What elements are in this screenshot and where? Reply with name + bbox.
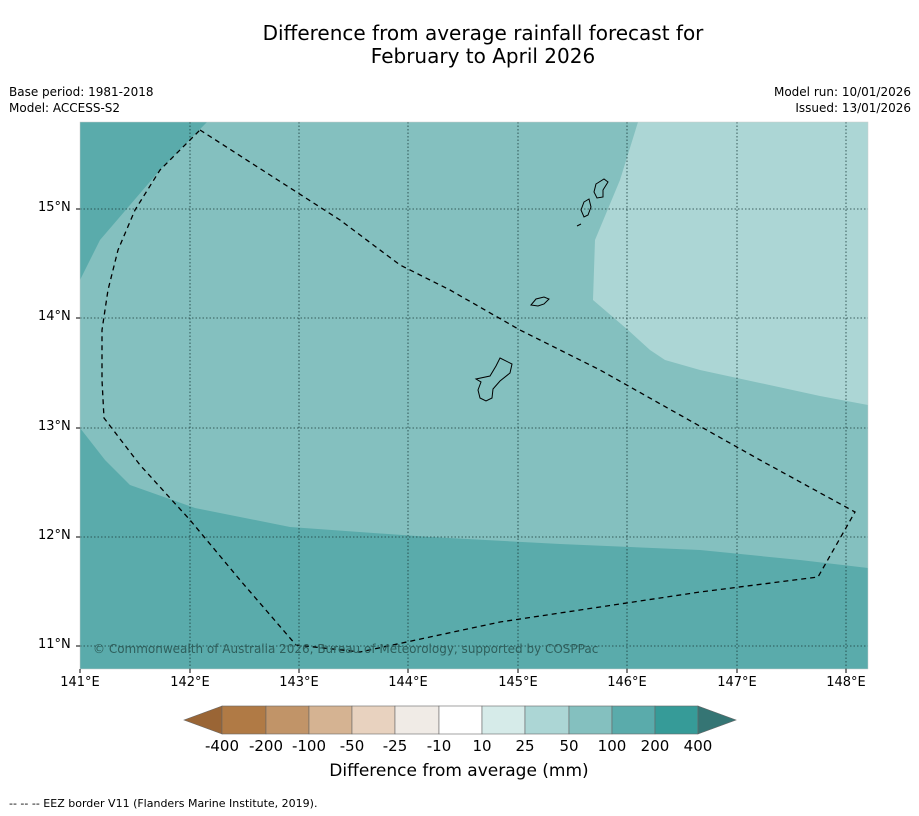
colorbar-segment-7: [481, 705, 526, 735]
map-area: [80, 122, 868, 669]
island-saipan: [593, 178, 609, 199]
zone-100-200-northwest: [80, 122, 207, 280]
metadata-left: Base period: 1981-2018 Model: ACCESS-S2: [9, 84, 154, 116]
issued-date: Issued: 13/01/2026: [795, 101, 911, 115]
map-title: Difference from average rainfall forecas…: [0, 22, 919, 68]
lat-label-13: 13°N: [38, 419, 71, 434]
lon-tick-marks: [79, 669, 847, 673]
colorbar-tick-label: 400: [683, 737, 713, 755]
metadata-right: Model run: 10/01/2026 Issued: 13/01/2026: [774, 84, 911, 116]
map-frame: [79, 121, 869, 670]
colorbar-tick-label: 200: [640, 737, 670, 755]
colorbar-tick-label: 25: [515, 737, 535, 755]
colorbar: [183, 705, 737, 735]
colorbar-segment-10: [611, 705, 656, 735]
colorbar-tick-label: -25: [382, 737, 408, 755]
lat-label-15: 15°N: [38, 200, 71, 215]
graticule: [80, 122, 868, 669]
zone-25-50-northeast: [593, 122, 868, 405]
copyright-notice: © Commonwealth of Australia 2026, Bureau…: [93, 642, 598, 656]
lon-label-144: 144°E: [388, 675, 428, 690]
colorbar-segment-2: [265, 705, 310, 735]
colorbar-extend-low: [183, 705, 223, 735]
colorbar-tick-label: 10: [472, 737, 492, 755]
lon-label-143: 143°E: [279, 675, 319, 690]
colorbar-tick-label: -50: [339, 737, 365, 755]
model-name: Model: ACCESS-S2: [9, 101, 121, 115]
colorbar-segment-11: [654, 705, 699, 735]
colorbar-segment-3: [308, 705, 353, 735]
lon-label-147: 147°E: [717, 675, 757, 690]
colorbar-tick-label: -100: [291, 737, 327, 755]
island-rota: [530, 296, 550, 307]
colorbar-tick-label: 50: [559, 737, 579, 755]
title-line-1: Difference from average rainfall forecas…: [262, 21, 704, 45]
lat-tick-marks: [76, 208, 80, 647]
colorbar-segment-6: [438, 705, 483, 735]
lon-label-148: 148°E: [826, 675, 866, 690]
lon-label-142: 142°E: [170, 675, 210, 690]
island-guam: [474, 357, 513, 402]
lon-label-145: 145°E: [498, 675, 538, 690]
colorbar-tick-label: 100: [597, 737, 627, 755]
colorbar-segment-5: [394, 705, 440, 735]
lat-label-14: 14°N: [38, 309, 71, 324]
zone-100-200-south: [80, 428, 868, 669]
island-tinian: [580, 198, 592, 218]
colorbar-segment-4: [351, 705, 396, 735]
colorbar-segment-8: [524, 705, 570, 735]
lat-label-12: 12°N: [38, 528, 71, 543]
colorbar-segment-1: [221, 705, 267, 735]
base-period: Base period: 1981-2018: [9, 85, 154, 99]
colorbar-tick-label: -10: [426, 737, 452, 755]
model-run: Model run: 10/01/2026: [773, 85, 911, 99]
islands: [474, 178, 609, 402]
title-line-2: February to April 2026: [370, 44, 596, 68]
lat-label-11: 11°N: [38, 637, 71, 652]
colorbar-extend-high: [697, 705, 737, 735]
island-aguijan: [576, 223, 582, 227]
colorbar-title: Difference from average (mm): [329, 761, 589, 781]
colorbar-tick-label: -200: [248, 737, 284, 755]
colorbar-tick-label: -400: [204, 737, 240, 755]
eez-footnote: -- -- -- EEZ border V11 (Flanders Marine…: [9, 797, 318, 810]
lon-label-141: 141°E: [60, 675, 100, 690]
colorbar-segment-9: [568, 705, 613, 735]
lon-label-146: 146°E: [607, 675, 647, 690]
eez-border: [101, 129, 856, 653]
